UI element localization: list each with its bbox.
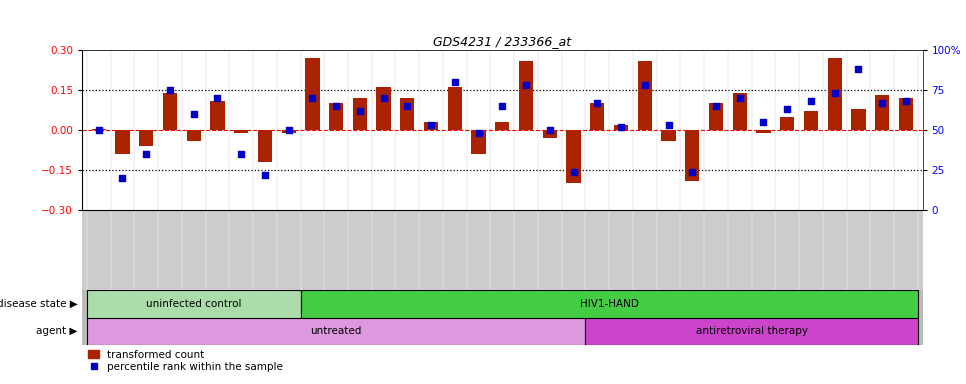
Bar xyxy=(400,98,414,130)
Bar xyxy=(353,98,367,130)
Point xyxy=(353,108,368,114)
Point xyxy=(898,98,914,104)
Point xyxy=(732,95,748,101)
Bar xyxy=(543,130,557,138)
Bar xyxy=(638,61,652,130)
Point xyxy=(138,151,154,157)
Bar xyxy=(447,87,462,130)
Bar xyxy=(234,130,248,132)
Bar xyxy=(662,130,675,141)
Point xyxy=(400,103,415,109)
Point xyxy=(755,119,771,125)
Point xyxy=(851,66,867,72)
Point xyxy=(210,95,225,101)
Point xyxy=(827,90,842,96)
Bar xyxy=(258,130,272,162)
Bar xyxy=(115,130,129,154)
Bar xyxy=(898,98,913,130)
Point xyxy=(470,130,486,136)
Point xyxy=(566,169,582,175)
Bar xyxy=(92,129,106,130)
Point xyxy=(328,103,344,109)
Bar xyxy=(329,103,343,130)
Bar xyxy=(87,290,300,318)
Point xyxy=(234,151,249,157)
Point xyxy=(519,82,534,88)
Point xyxy=(803,98,818,104)
Bar xyxy=(585,318,918,345)
Point xyxy=(281,127,297,133)
Point xyxy=(780,106,795,112)
Point xyxy=(661,122,676,128)
Text: disease state ▶: disease state ▶ xyxy=(0,299,77,309)
Bar xyxy=(781,117,794,130)
Bar xyxy=(709,103,724,130)
Point xyxy=(613,124,629,130)
Bar xyxy=(424,122,439,130)
Bar xyxy=(685,130,699,181)
Text: GDS4231 / 233366_at: GDS4231 / 233366_at xyxy=(434,35,571,48)
Text: untreated: untreated xyxy=(310,326,362,336)
Bar xyxy=(614,125,628,130)
Point xyxy=(186,111,202,117)
Text: uninfected control: uninfected control xyxy=(146,299,242,309)
Bar xyxy=(732,93,747,130)
Point xyxy=(115,175,130,181)
Bar xyxy=(851,109,866,130)
Text: antiretroviral therapy: antiretroviral therapy xyxy=(696,326,808,336)
Text: HIV1-HAND: HIV1-HAND xyxy=(580,299,639,309)
Point xyxy=(542,127,557,133)
Bar xyxy=(756,130,771,132)
Point xyxy=(685,169,700,175)
Bar xyxy=(377,87,390,130)
Point xyxy=(874,100,890,106)
Bar xyxy=(163,93,177,130)
Point xyxy=(376,95,391,101)
Bar xyxy=(305,58,320,130)
Bar xyxy=(186,130,201,141)
Point xyxy=(637,82,652,88)
Bar xyxy=(281,130,296,132)
Bar xyxy=(471,130,486,154)
Bar xyxy=(590,103,605,130)
Point xyxy=(91,127,106,133)
Bar xyxy=(875,95,890,130)
Bar xyxy=(828,58,841,130)
Bar xyxy=(211,101,224,130)
Point xyxy=(447,79,463,85)
Bar xyxy=(300,290,918,318)
Bar xyxy=(87,318,585,345)
Point xyxy=(304,95,320,101)
Bar xyxy=(804,111,818,130)
Point xyxy=(423,122,439,128)
Text: agent ▶: agent ▶ xyxy=(36,326,77,336)
Point xyxy=(257,172,272,178)
Point xyxy=(162,87,178,93)
Point xyxy=(589,100,605,106)
Bar xyxy=(496,122,509,130)
Bar xyxy=(566,130,581,183)
Point xyxy=(495,103,510,109)
Bar xyxy=(139,130,154,146)
Bar xyxy=(519,61,533,130)
Point xyxy=(708,103,724,109)
Legend: transformed count, percentile rank within the sample: transformed count, percentile rank withi… xyxy=(87,349,284,373)
